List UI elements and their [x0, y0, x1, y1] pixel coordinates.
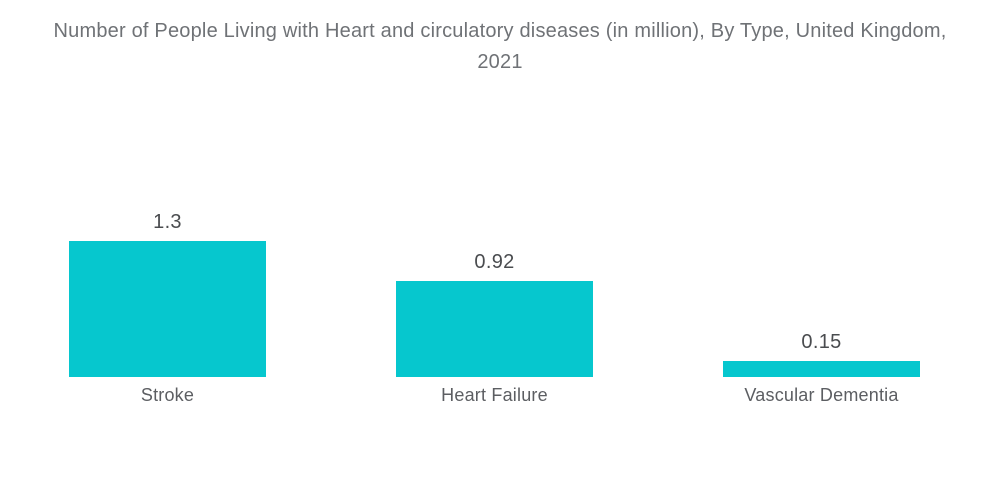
bar-value-label: 1.3 — [153, 211, 182, 233]
category-label-vascular-dementia: Vascular Dementia — [744, 385, 899, 405]
chart-title: Number of People Living with Heart and c… — [53, 20, 947, 73]
bar-group-vascular-dementia: 0.15 Vascular Dementia — [723, 331, 920, 405]
bar-group-heart-failure: 0.92 Heart Failure — [396, 251, 593, 405]
bar-stroke[interactable] — [69, 241, 266, 377]
bar-group-stroke: 1.3 Stroke — [69, 211, 266, 405]
category-label-stroke: Stroke — [140, 385, 195, 405]
bar-heart-failure[interactable] — [396, 281, 593, 377]
bar-value-label: 0.92 — [474, 251, 515, 273]
bar-vascular-dementia[interactable] — [723, 361, 920, 377]
category-label-heart-failure: Heart Failure — [441, 385, 548, 405]
bar-value-label: 0.15 — [801, 331, 842, 353]
